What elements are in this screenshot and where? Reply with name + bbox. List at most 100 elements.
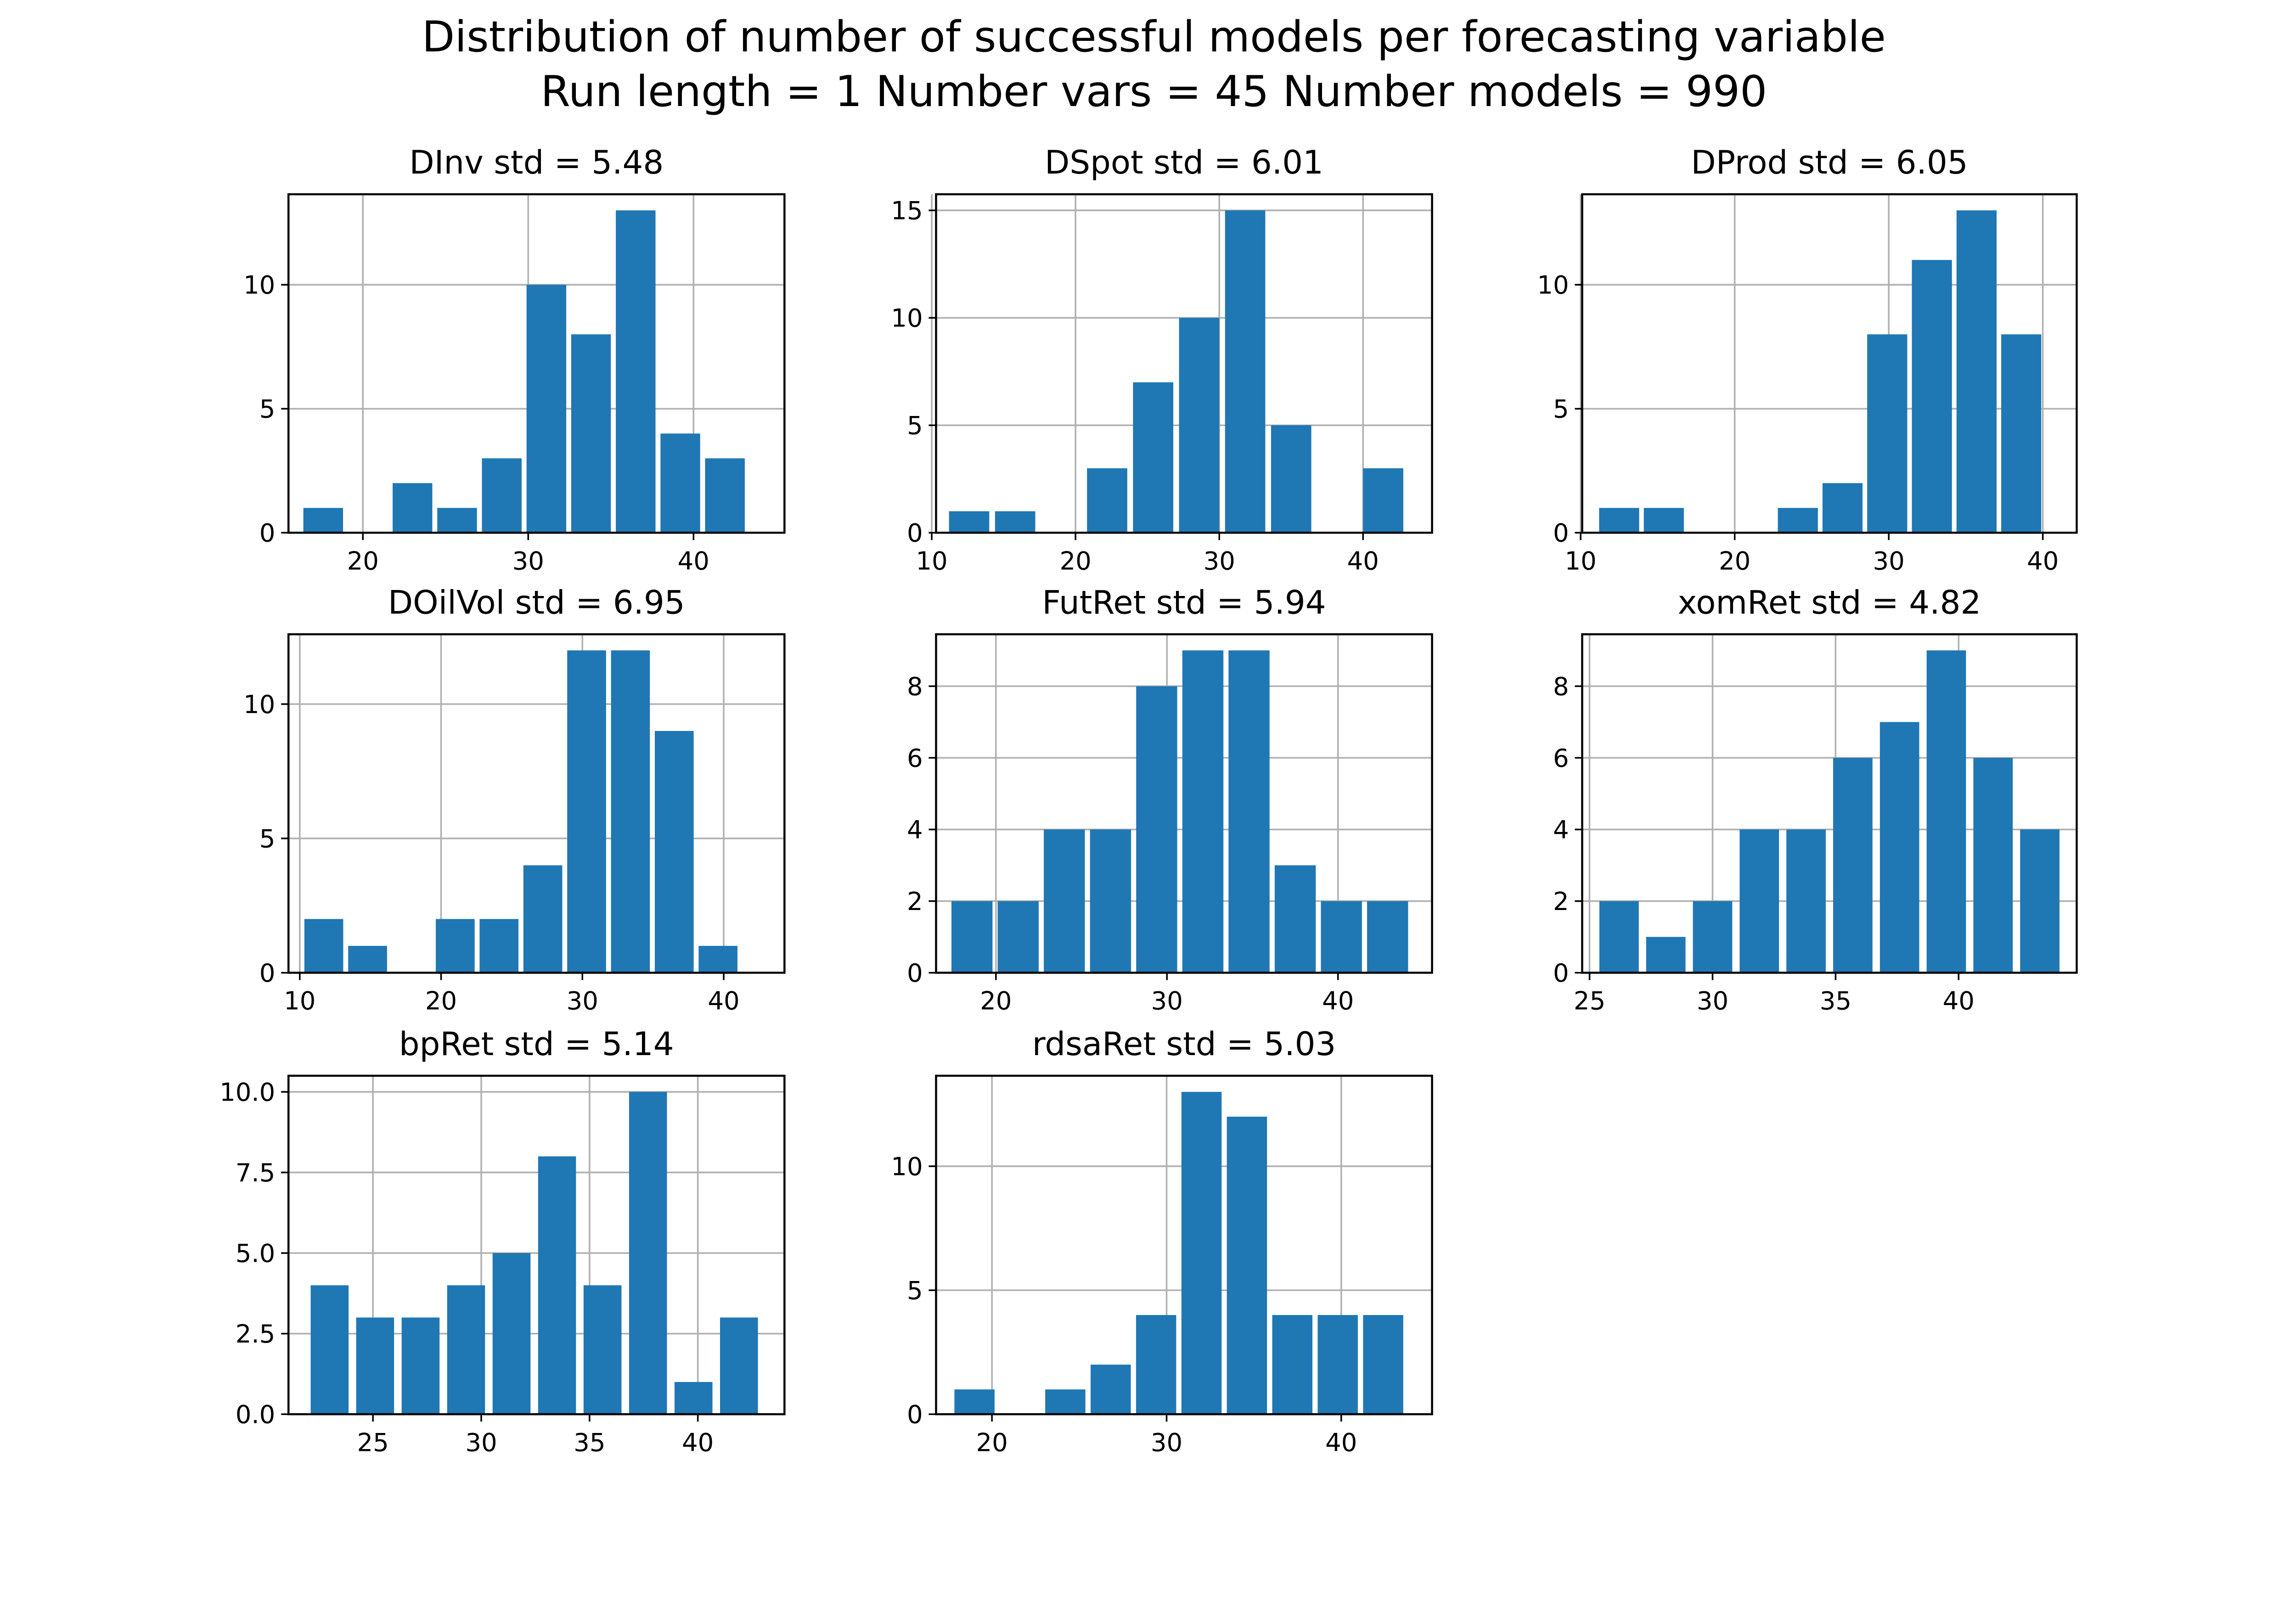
panel-title: DInv std = 5.48	[409, 144, 664, 181]
figure-title-line-2: Run length = 1 Number vars = 45 Number m…	[540, 67, 1767, 116]
y-tick-label: 8	[907, 672, 923, 701]
x-tick-label: 30	[1873, 546, 1904, 575]
x-tick-label: 10	[916, 546, 947, 575]
histogram-bar	[720, 1317, 758, 1415]
histogram-bar	[1786, 829, 1826, 973]
y-tick-label: 15	[891, 196, 923, 225]
histogram-bar	[1599, 901, 1639, 973]
panel-title: xomRet std = 4.82	[1678, 584, 1981, 622]
x-tick-label: 20	[1059, 546, 1091, 575]
y-tick-label: 5	[907, 410, 923, 440]
histogram-bar	[1136, 686, 1177, 973]
histogram-panel: DInv std = 5.48 20 30 40 0 5 10	[243, 144, 786, 575]
panel-title: bpRet std = 5.14	[399, 1025, 674, 1063]
histogram-bar	[1880, 722, 1919, 973]
y-tick-label: 10	[891, 303, 923, 332]
x-tick-label: 40	[1325, 1427, 1357, 1457]
histogram-bar	[1133, 382, 1174, 533]
y-tick-label: 0.0	[236, 1399, 276, 1429]
panel-title: DOilVol std = 6.95	[388, 584, 685, 622]
x-tick-label: 20	[976, 1427, 1008, 1457]
y-tick-label: 0	[259, 518, 276, 547]
y-tick-label: 2	[1553, 887, 1569, 916]
x-tick-label: 20	[1719, 546, 1750, 575]
x-tick-label: 40	[682, 1427, 714, 1457]
histogram-bar	[492, 1253, 531, 1415]
histogram-bar	[1136, 1315, 1176, 1415]
y-tick-label: 10	[891, 1152, 923, 1181]
x-tick-label: 40	[1347, 546, 1379, 575]
histogram-bar	[310, 1285, 349, 1415]
axes-frame	[287, 1074, 786, 1416]
histogram-bar	[304, 919, 343, 973]
x-tick-label: 40	[678, 546, 709, 575]
histogram-bar	[479, 919, 519, 973]
histogram-bar	[482, 458, 522, 533]
histogram-panel: bpRet std = 5.14 25 30 35 40 0.0 2.5 5.0 7.5 10.0	[219, 1025, 786, 1457]
y-tick-label: 5	[259, 394, 276, 423]
y-tick-label: 10	[243, 690, 275, 719]
histogram-panel: FutRet std = 5.94 20 30 40 0 2 4 6 8	[907, 584, 1433, 1016]
y-tick-label: 6	[1553, 743, 1569, 773]
panel-title: DProd std = 6.05	[1691, 144, 1968, 181]
axes-frame	[287, 633, 786, 974]
x-tick-label: 30	[1204, 546, 1235, 575]
histogram-bar	[1272, 1315, 1313, 1415]
histogram-bar	[995, 511, 1035, 533]
x-tick-label: 30	[1151, 1427, 1182, 1457]
axes-frame	[1581, 193, 2078, 534]
histogram-bar	[583, 1285, 622, 1415]
histogram-bar	[1271, 425, 1311, 533]
histogram-bar	[523, 865, 563, 973]
histogram-bar	[1693, 901, 1733, 973]
x-tick-label: 25	[1574, 986, 1605, 1016]
histogram-panel: DOilVol std = 6.95 10 20 30 40 0 5 10	[243, 584, 786, 1016]
histogram-panel: DSpot std = 6.01 10 20 30 40 0 5 10 15	[891, 144, 1433, 575]
histogram-panel: xomRet std = 4.82 25 30 35 40 0 2 4 6 8	[1553, 584, 2078, 1016]
histogram-bar	[1182, 650, 1224, 973]
histogram-bar	[447, 1285, 485, 1415]
y-tick-label: 8	[1553, 672, 1569, 701]
panel-title: rdsaRet std = 5.03	[1032, 1025, 1336, 1063]
y-tick-label: 5	[259, 824, 276, 853]
y-tick-label: 0	[259, 958, 276, 988]
histogram-bar	[401, 1317, 440, 1415]
histogram-panel: DProd std = 6.05 10 20 30 40 0 5 10	[1537, 144, 2078, 575]
axes-frame	[935, 1074, 1433, 1416]
x-tick-label: 30	[567, 986, 598, 1016]
y-tick-label: 10.0	[219, 1077, 275, 1107]
histogram-bar	[705, 458, 745, 533]
histogram-bar	[1646, 937, 1686, 973]
histogram-bar	[1228, 650, 1270, 973]
histogram-bar	[571, 334, 611, 533]
histogram-bar	[1087, 468, 1127, 533]
y-tick-label: 5.0	[236, 1238, 276, 1268]
figure-title-line-1: Distribution of number of successful mod…	[422, 12, 1886, 62]
histogram-bar	[674, 1382, 713, 1415]
histogram-bar	[1973, 758, 2013, 973]
histogram-bar	[954, 1389, 995, 1415]
axes-frame	[935, 193, 1433, 534]
histogram-bar	[437, 508, 477, 533]
histogram-bar	[1739, 829, 1779, 973]
histogram-bar	[436, 919, 475, 973]
x-tick-label: 20	[980, 986, 1012, 1016]
histogram-bar	[1317, 1315, 1358, 1415]
y-tick-label: 5	[1553, 394, 1569, 423]
x-tick-label: 10	[284, 986, 315, 1016]
histogram-bar	[949, 511, 990, 533]
x-tick-label: 40	[2027, 546, 2059, 575]
histogram-bar	[348, 946, 387, 973]
histogram-bar	[660, 433, 700, 533]
histogram-bar	[356, 1317, 394, 1415]
histogram-bar	[1091, 1365, 1131, 1415]
histogram-bar	[303, 508, 343, 533]
histogram-bar	[393, 483, 433, 533]
histogram-bar	[1225, 210, 1266, 533]
histogram-panel: rdsaRet std = 5.03 20 30 40 0 5 10	[891, 1025, 1433, 1457]
histogram-bar	[698, 946, 738, 973]
histogram-bar	[1321, 901, 1362, 973]
x-tick-label: 25	[357, 1427, 389, 1457]
